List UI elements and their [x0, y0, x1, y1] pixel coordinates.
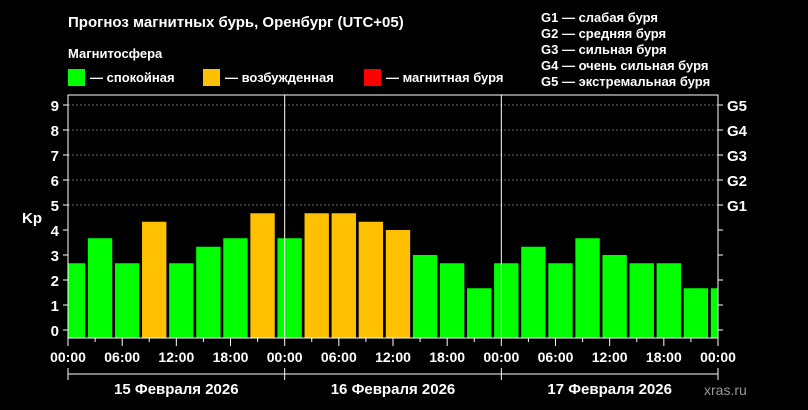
kp-bar: [385, 230, 411, 338]
g-legend-2: G2 — средняя буря: [541, 26, 667, 41]
kp-bar: [439, 263, 465, 338]
g-level-label: G4: [727, 123, 748, 140]
g-level-label: G2: [727, 173, 747, 190]
g-legend-4: G4 — очень сильная буря: [541, 58, 709, 73]
g-level-label: G1: [727, 198, 747, 215]
kp-bar: [169, 263, 194, 338]
g-legend-3: G3 — сильная буря: [541, 42, 667, 57]
kp-bar: [548, 263, 573, 338]
day-label: 15 Февраля 2026: [114, 381, 239, 398]
day-label: 17 Февраля 2026: [547, 381, 672, 398]
kp-bar: [710, 288, 718, 338]
kp-bar: [331, 213, 356, 338]
x-tick-label: 18:00: [429, 349, 465, 365]
kp-bar: [575, 238, 600, 338]
y-tick-label: 1: [51, 298, 59, 315]
kp-bar: [629, 263, 654, 338]
kp-bar: [412, 255, 438, 338]
y-axis-label: Kp: [22, 210, 42, 227]
kp-bar: [683, 288, 709, 338]
legend-swatch-storm: [364, 69, 381, 86]
kp-bar: [114, 263, 140, 338]
chart-title: Прогноз магнитных бурь, Оренбург (UTC+05…: [68, 14, 404, 31]
y-tick-label: 4: [51, 223, 60, 240]
x-tick-label: 12:00: [592, 349, 628, 365]
kp-bar: [358, 221, 384, 338]
y-tick-label: 9: [51, 98, 59, 115]
kp-bar: [87, 238, 113, 338]
watermark: xras.ru: [704, 382, 747, 398]
y-tick-label: 3: [51, 248, 59, 265]
y-tick-label: 6: [51, 173, 59, 190]
x-tick-label: 18:00: [646, 349, 682, 365]
legend-label-storm: — магнитная буря: [386, 70, 504, 85]
x-tick-label: 12:00: [158, 349, 194, 365]
y-tick-label: 7: [51, 148, 59, 165]
kp-bar: [602, 255, 627, 338]
g-level-label: G5: [727, 98, 747, 115]
x-tick-label: 06:00: [321, 349, 357, 365]
legend-swatch-active: [203, 69, 220, 86]
x-tick-label: 00:00: [267, 349, 303, 365]
kp-bar: [494, 263, 519, 338]
x-tick-label: 00:00: [700, 349, 736, 365]
g-legend-1: G1 — слабая буря: [541, 10, 659, 25]
kp-bar: [304, 213, 329, 338]
kp-bar: [656, 263, 681, 338]
kp-bar: [223, 238, 248, 338]
kp-bar: [196, 246, 221, 338]
kp-bar: [68, 263, 86, 338]
g-level-label: G3: [727, 148, 747, 165]
y-tick-label: 5: [51, 198, 59, 215]
kp-bar: [250, 213, 275, 338]
g-legend-5: G5 — экстремальная буря: [541, 74, 711, 89]
x-tick-label: 06:00: [538, 349, 574, 365]
x-tick-label: 12:00: [375, 349, 411, 365]
legend-swatch-quiet: [68, 69, 85, 86]
kp-bar: [142, 221, 167, 338]
x-tick-label: 18:00: [213, 349, 249, 365]
x-tick-label: 00:00: [483, 349, 519, 365]
legend-label-active: — возбужденная: [225, 70, 334, 85]
y-tick-label: 2: [51, 273, 59, 290]
legend-heading: Магнитосфера: [68, 46, 163, 61]
day-label: 16 Февраля 2026: [331, 381, 456, 398]
x-tick-label: 06:00: [104, 349, 140, 365]
kp-bar: [521, 246, 546, 338]
kp-bar: [277, 238, 302, 338]
x-tick-label: 00:00: [50, 349, 86, 365]
y-tick-label: 0: [51, 323, 59, 340]
y-tick-label: 8: [51, 123, 59, 140]
legend-label-quiet: — спокойная: [90, 70, 175, 85]
kp-bar: [467, 288, 492, 338]
